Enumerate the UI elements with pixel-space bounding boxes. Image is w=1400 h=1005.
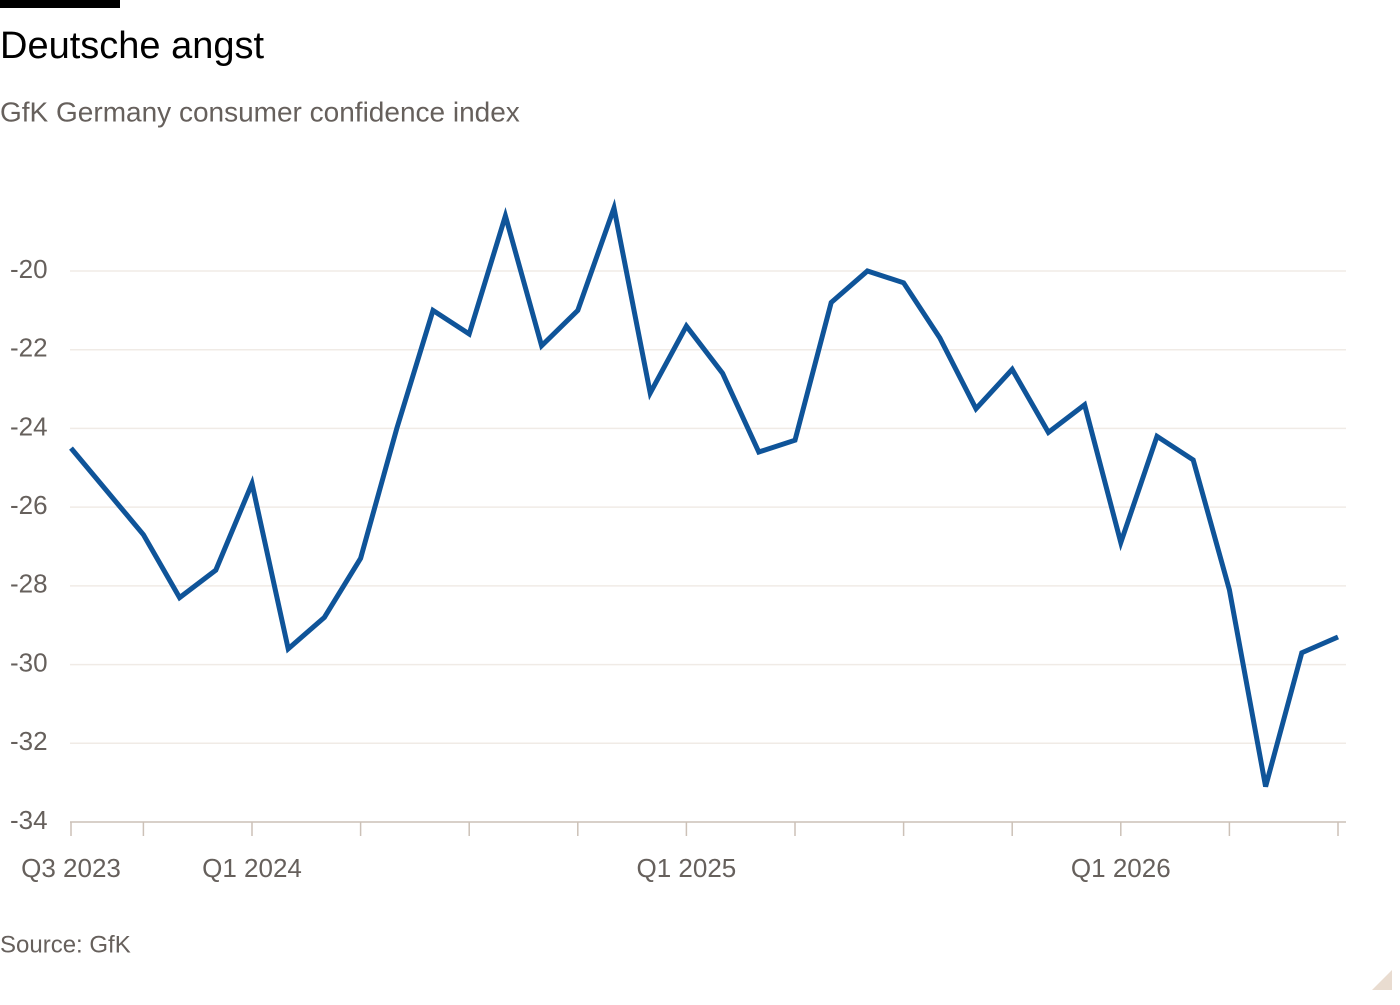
y-tick-label: -32 <box>10 726 48 756</box>
chart-subtitle: GfK Germany consumer confidence index <box>0 96 520 127</box>
x-tick-label: Q3 2023 <box>21 853 121 883</box>
y-tick-label: -24 <box>10 411 48 441</box>
corner-mark <box>1372 970 1392 990</box>
y-tick-label: -22 <box>10 333 48 363</box>
line-series <box>69 198 1339 788</box>
y-tick-label: -34 <box>10 805 48 835</box>
y-tick-label: -28 <box>10 569 48 599</box>
y-tick-label: -26 <box>10 490 48 520</box>
x-tick-label: Q1 2026 <box>1071 853 1171 883</box>
x-tick-label: Q1 2024 <box>202 853 302 883</box>
source: Source: GfK <box>0 931 131 958</box>
x-tick-label: Q1 2025 <box>637 853 737 883</box>
y-tick-label: -30 <box>10 647 48 677</box>
y-tick-label: -20 <box>10 254 48 284</box>
chart-title: Deutsche angst <box>0 25 264 67</box>
brand-bar <box>0 0 120 8</box>
